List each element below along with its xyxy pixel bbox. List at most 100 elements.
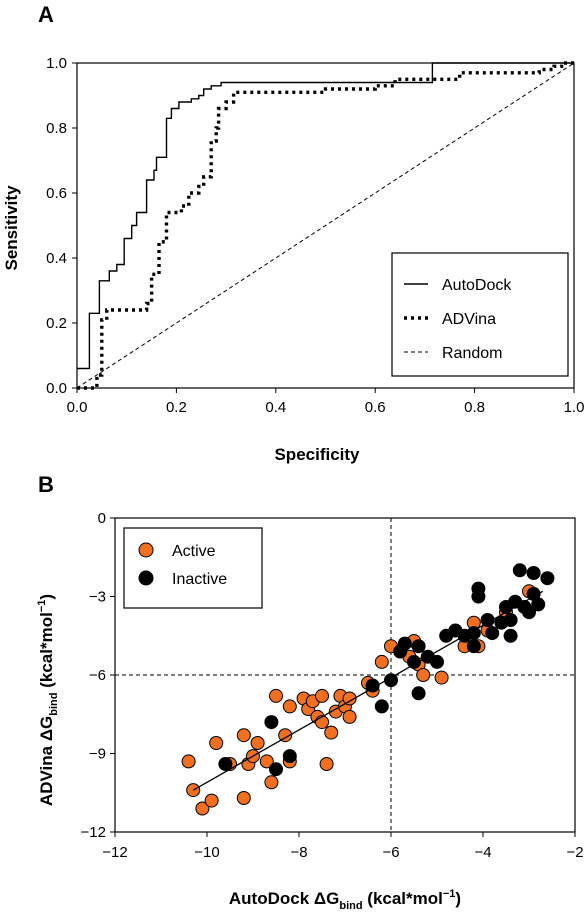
scatter-y-tick-label: −3 (89, 589, 106, 606)
scatter-x-axis-label: AutoDock ΔGbind (kcal*mol−1) (229, 888, 461, 912)
scatter-y-label-sup: −1 (36, 600, 48, 613)
point-active (236, 728, 251, 743)
point-inactive (503, 613, 518, 627)
point-inactive (503, 628, 518, 643)
roc-x-tick-label: 0.2 (166, 399, 187, 416)
point-active (195, 801, 210, 816)
point-active (278, 728, 293, 743)
roc-curve-autodock (77, 62, 574, 370)
point-active (319, 757, 334, 771)
point-inactive (522, 605, 536, 620)
point-active (209, 736, 224, 750)
point-active (416, 668, 431, 682)
roc-x-tick-label: 1.0 (564, 399, 585, 416)
scatter-x-label-sub: bind (339, 900, 362, 912)
roc-legend-box (391, 252, 569, 377)
point-active (374, 654, 389, 669)
point-active (324, 725, 339, 740)
point-active (269, 688, 283, 703)
point-inactive (384, 673, 398, 688)
roc-legend: AutoDock ADVina Random (391, 252, 569, 377)
point-inactive (397, 636, 412, 651)
point-active (236, 791, 251, 805)
roc-curve-advina (77, 61, 574, 390)
scatter-y-tick-label: −12 (81, 824, 106, 841)
scatter-legend: Active Inactive (123, 527, 263, 609)
scatter-x-tick-label: −12 (102, 844, 127, 861)
point-inactive (526, 586, 541, 601)
point-inactive (269, 762, 283, 777)
roc-x-axis-label: Specificity (274, 445, 360, 464)
scatter-x-label-sup: −1 (443, 888, 456, 900)
roc-plot-area (76, 61, 575, 390)
point-inactive (466, 626, 481, 641)
roc-x-tick-label: 0.0 (67, 399, 88, 416)
point-active (315, 688, 329, 703)
legend-label-active: Active (172, 543, 216, 560)
scatter-x-tick-label: −2 (566, 844, 583, 861)
roc-y-tick-label: 0.6 (46, 185, 67, 202)
legend-marker-inactive (138, 570, 154, 586)
point-active (342, 709, 357, 724)
scatter-x-tick-label: −8 (290, 844, 307, 861)
point-active (282, 699, 297, 714)
scatter-plot-area (115, 518, 575, 832)
roc-y-tick-label: 0.2 (46, 315, 67, 332)
point-active (250, 736, 265, 750)
scatter-y-label-close: ) (37, 594, 56, 600)
panel-label-a: A (38, 2, 54, 27)
point-inactive (282, 749, 297, 764)
scatter-y-tick-label: −6 (89, 667, 106, 684)
roc-y-tick-label: 1.0 (46, 55, 67, 72)
point-inactive (411, 686, 426, 701)
point-inactive (411, 639, 426, 654)
point-active (434, 670, 449, 685)
legend-label-inactive: Inactive (172, 571, 227, 588)
legend-label-advina: ADVina (442, 311, 496, 328)
point-active (264, 775, 279, 790)
point-active (204, 793, 219, 808)
point-inactive (365, 678, 380, 693)
scatter-x-tick-label: −4 (474, 844, 491, 861)
scatter-y-tick-label: 0 (98, 510, 106, 527)
point-inactive (512, 563, 527, 578)
scatter-y-label-sub: bind (48, 693, 60, 716)
legend-label-random: Random (442, 345, 502, 362)
scatter-y-label-unit: (kcal*mol (37, 612, 56, 692)
scatter-legend-box (123, 527, 263, 609)
roc-x-tick-label: 0.6 (365, 399, 386, 416)
scatter-y-axis-label: ADVina ΔGbind (kcal*mol−1) (36, 594, 60, 806)
point-inactive (218, 757, 233, 771)
point-inactive (471, 589, 486, 604)
legend-marker-active (138, 542, 154, 558)
roc-curve-random (76, 62, 575, 389)
roc-axes: 0.0 0.2 0.4 0.6 0.8 1.0 0.0 0.2 0.4 0.6 0.8 1.0 (46, 55, 584, 416)
scatter-x-tick-label: −6 (382, 844, 399, 861)
point-inactive (407, 654, 421, 669)
scatter-y-tick-label: −9 (89, 746, 106, 763)
point-active (342, 691, 357, 706)
point-inactive (526, 566, 541, 580)
roc-y-tick-label: 0.8 (46, 120, 67, 137)
point-inactive (264, 715, 279, 730)
point-inactive (485, 626, 500, 641)
scatter-x-label-unit: (kcal*mol (363, 889, 443, 908)
point-inactive (430, 654, 444, 669)
roc-frame (76, 62, 575, 389)
scatter-x-label-close: ) (455, 889, 461, 908)
scatter-x-tick-label: −10 (194, 844, 219, 861)
scatter-y-label-main: ADVina ΔG (37, 716, 56, 806)
legend-label-autodock: AutoDock (442, 277, 512, 294)
point-inactive (480, 613, 495, 627)
roc-y-tick-label: 0.4 (46, 250, 67, 267)
panel-label-b: B (38, 472, 54, 497)
point-active (181, 754, 196, 769)
regression-line (192, 590, 544, 791)
roc-y-tick-label: 0.0 (46, 380, 67, 397)
roc-x-tick-label: 0.4 (265, 399, 286, 416)
scatter-x-label-main: AutoDock ΔG (229, 889, 339, 908)
point-inactive (466, 639, 481, 654)
point-inactive (540, 571, 555, 586)
roc-x-tick-label: 0.8 (464, 399, 485, 416)
